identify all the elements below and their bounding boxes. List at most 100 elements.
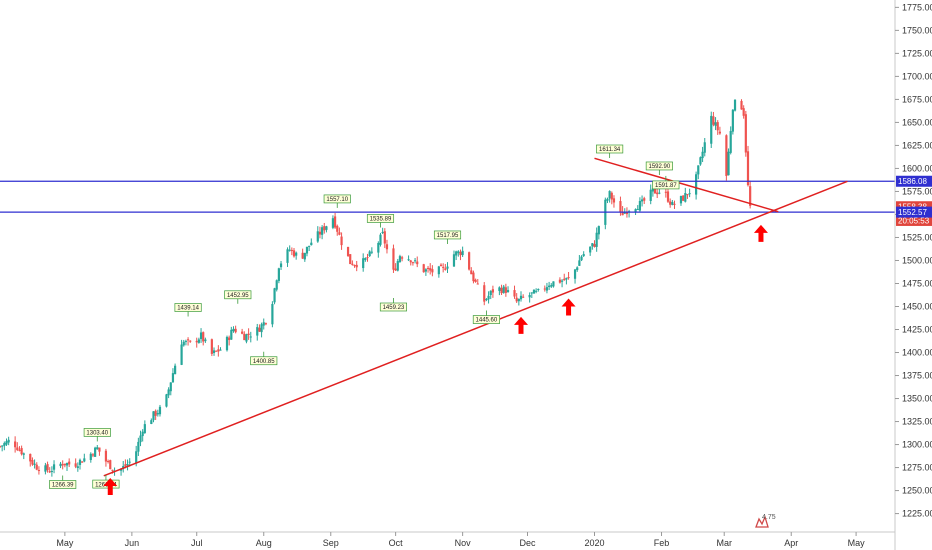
candle-body [169, 382, 172, 392]
candle-body [612, 198, 616, 203]
candle-body [543, 288, 546, 290]
candle-body [184, 340, 188, 342]
candle-body [716, 122, 719, 131]
candle-body [124, 464, 127, 467]
candle-body [565, 277, 568, 280]
candle-body [247, 333, 250, 336]
candle-body [610, 192, 613, 200]
candle-body [426, 267, 430, 270]
candle-body [515, 297, 518, 302]
price-tag-bg [896, 214, 932, 226]
y-tick-label: 1400.00 [902, 348, 932, 358]
candle-body [336, 225, 339, 232]
candle-body [727, 151, 730, 176]
candle-body [437, 266, 440, 275]
candle-body [364, 258, 367, 261]
candle-body [370, 251, 373, 253]
high-low-label-box [379, 302, 408, 312]
high-low-label: 1517.95 [437, 233, 459, 239]
candle-body [167, 389, 170, 396]
candle-body [305, 246, 309, 254]
candle-body [545, 287, 549, 291]
trendline[interactable] [594, 157, 779, 213]
candle-body [52, 464, 56, 470]
x-tick-label: Oct [389, 538, 404, 548]
y-tick-label: 1650.00 [902, 117, 932, 127]
candle-body [366, 257, 369, 259]
candle-body [409, 260, 412, 263]
candle-body [656, 192, 659, 195]
high-low-label-box [433, 230, 462, 240]
candle-body [431, 269, 434, 273]
candle-body [548, 285, 551, 287]
candle-body [277, 268, 280, 281]
candle-body [684, 193, 687, 202]
candle-body [567, 277, 570, 279]
candle-body [580, 256, 583, 261]
candle-body [3, 443, 6, 446]
candle-body [50, 471, 53, 473]
candle-body [22, 453, 25, 455]
candle-body [606, 198, 609, 201]
candle-body [295, 252, 298, 256]
candle-body [14, 441, 17, 448]
candle-body [46, 464, 49, 471]
candle-body [535, 290, 538, 292]
high-low-label: 1459.23 [383, 305, 405, 311]
candle-body [500, 287, 503, 294]
candle-body [576, 267, 579, 271]
candle-body [143, 424, 146, 433]
candle-body [392, 248, 395, 270]
candle-body [742, 108, 745, 116]
candle-body [29, 453, 32, 462]
candle-body [65, 462, 69, 466]
trendline[interactable] [103, 180, 848, 477]
candle-body [0, 446, 2, 448]
candle-body [44, 465, 47, 472]
candle-body [37, 469, 41, 472]
y-axis-panel[interactable] [895, 0, 932, 550]
up-arrow-icon [753, 224, 768, 242]
x-tick-label: May [848, 538, 866, 548]
candle-body [275, 280, 278, 290]
candle-body [699, 157, 702, 165]
candle-body [273, 288, 276, 303]
candle-body [89, 453, 92, 461]
candle-body [398, 256, 402, 262]
candle-body [731, 109, 734, 132]
candle-body [20, 448, 23, 455]
candle-body [308, 245, 311, 247]
candle-body [625, 211, 629, 215]
candle-body [422, 264, 425, 273]
candle-body [591, 243, 594, 247]
candle-body [485, 298, 488, 301]
high-low-label: 1452.95 [227, 293, 249, 299]
high-low-label-box [645, 161, 673, 171]
candle-body [621, 211, 624, 216]
y-tick-label: 1725.00 [902, 48, 932, 58]
candle-body [457, 251, 460, 254]
candle-body [262, 322, 265, 326]
y-tick-label: 1775.00 [902, 2, 932, 12]
candle-body [362, 258, 365, 269]
candle-body [182, 341, 185, 346]
candle-body [355, 264, 358, 268]
candle-body [455, 251, 458, 256]
candle-body [321, 227, 324, 235]
price-tag: 20:05:53 [898, 216, 930, 225]
candle-body [150, 420, 153, 424]
candle-body [552, 281, 555, 287]
candle-body [189, 340, 192, 342]
candle-body [476, 283, 479, 285]
candle-body [323, 226, 326, 231]
candle-body [522, 296, 525, 298]
candle-body [98, 447, 101, 452]
candle-body [578, 260, 581, 266]
candle-body [472, 272, 475, 282]
candle-body [558, 279, 562, 283]
candle-body [303, 252, 306, 260]
candle-body [154, 410, 157, 416]
y-tick-label: 1425.00 [902, 325, 932, 335]
candle-body [104, 450, 108, 462]
